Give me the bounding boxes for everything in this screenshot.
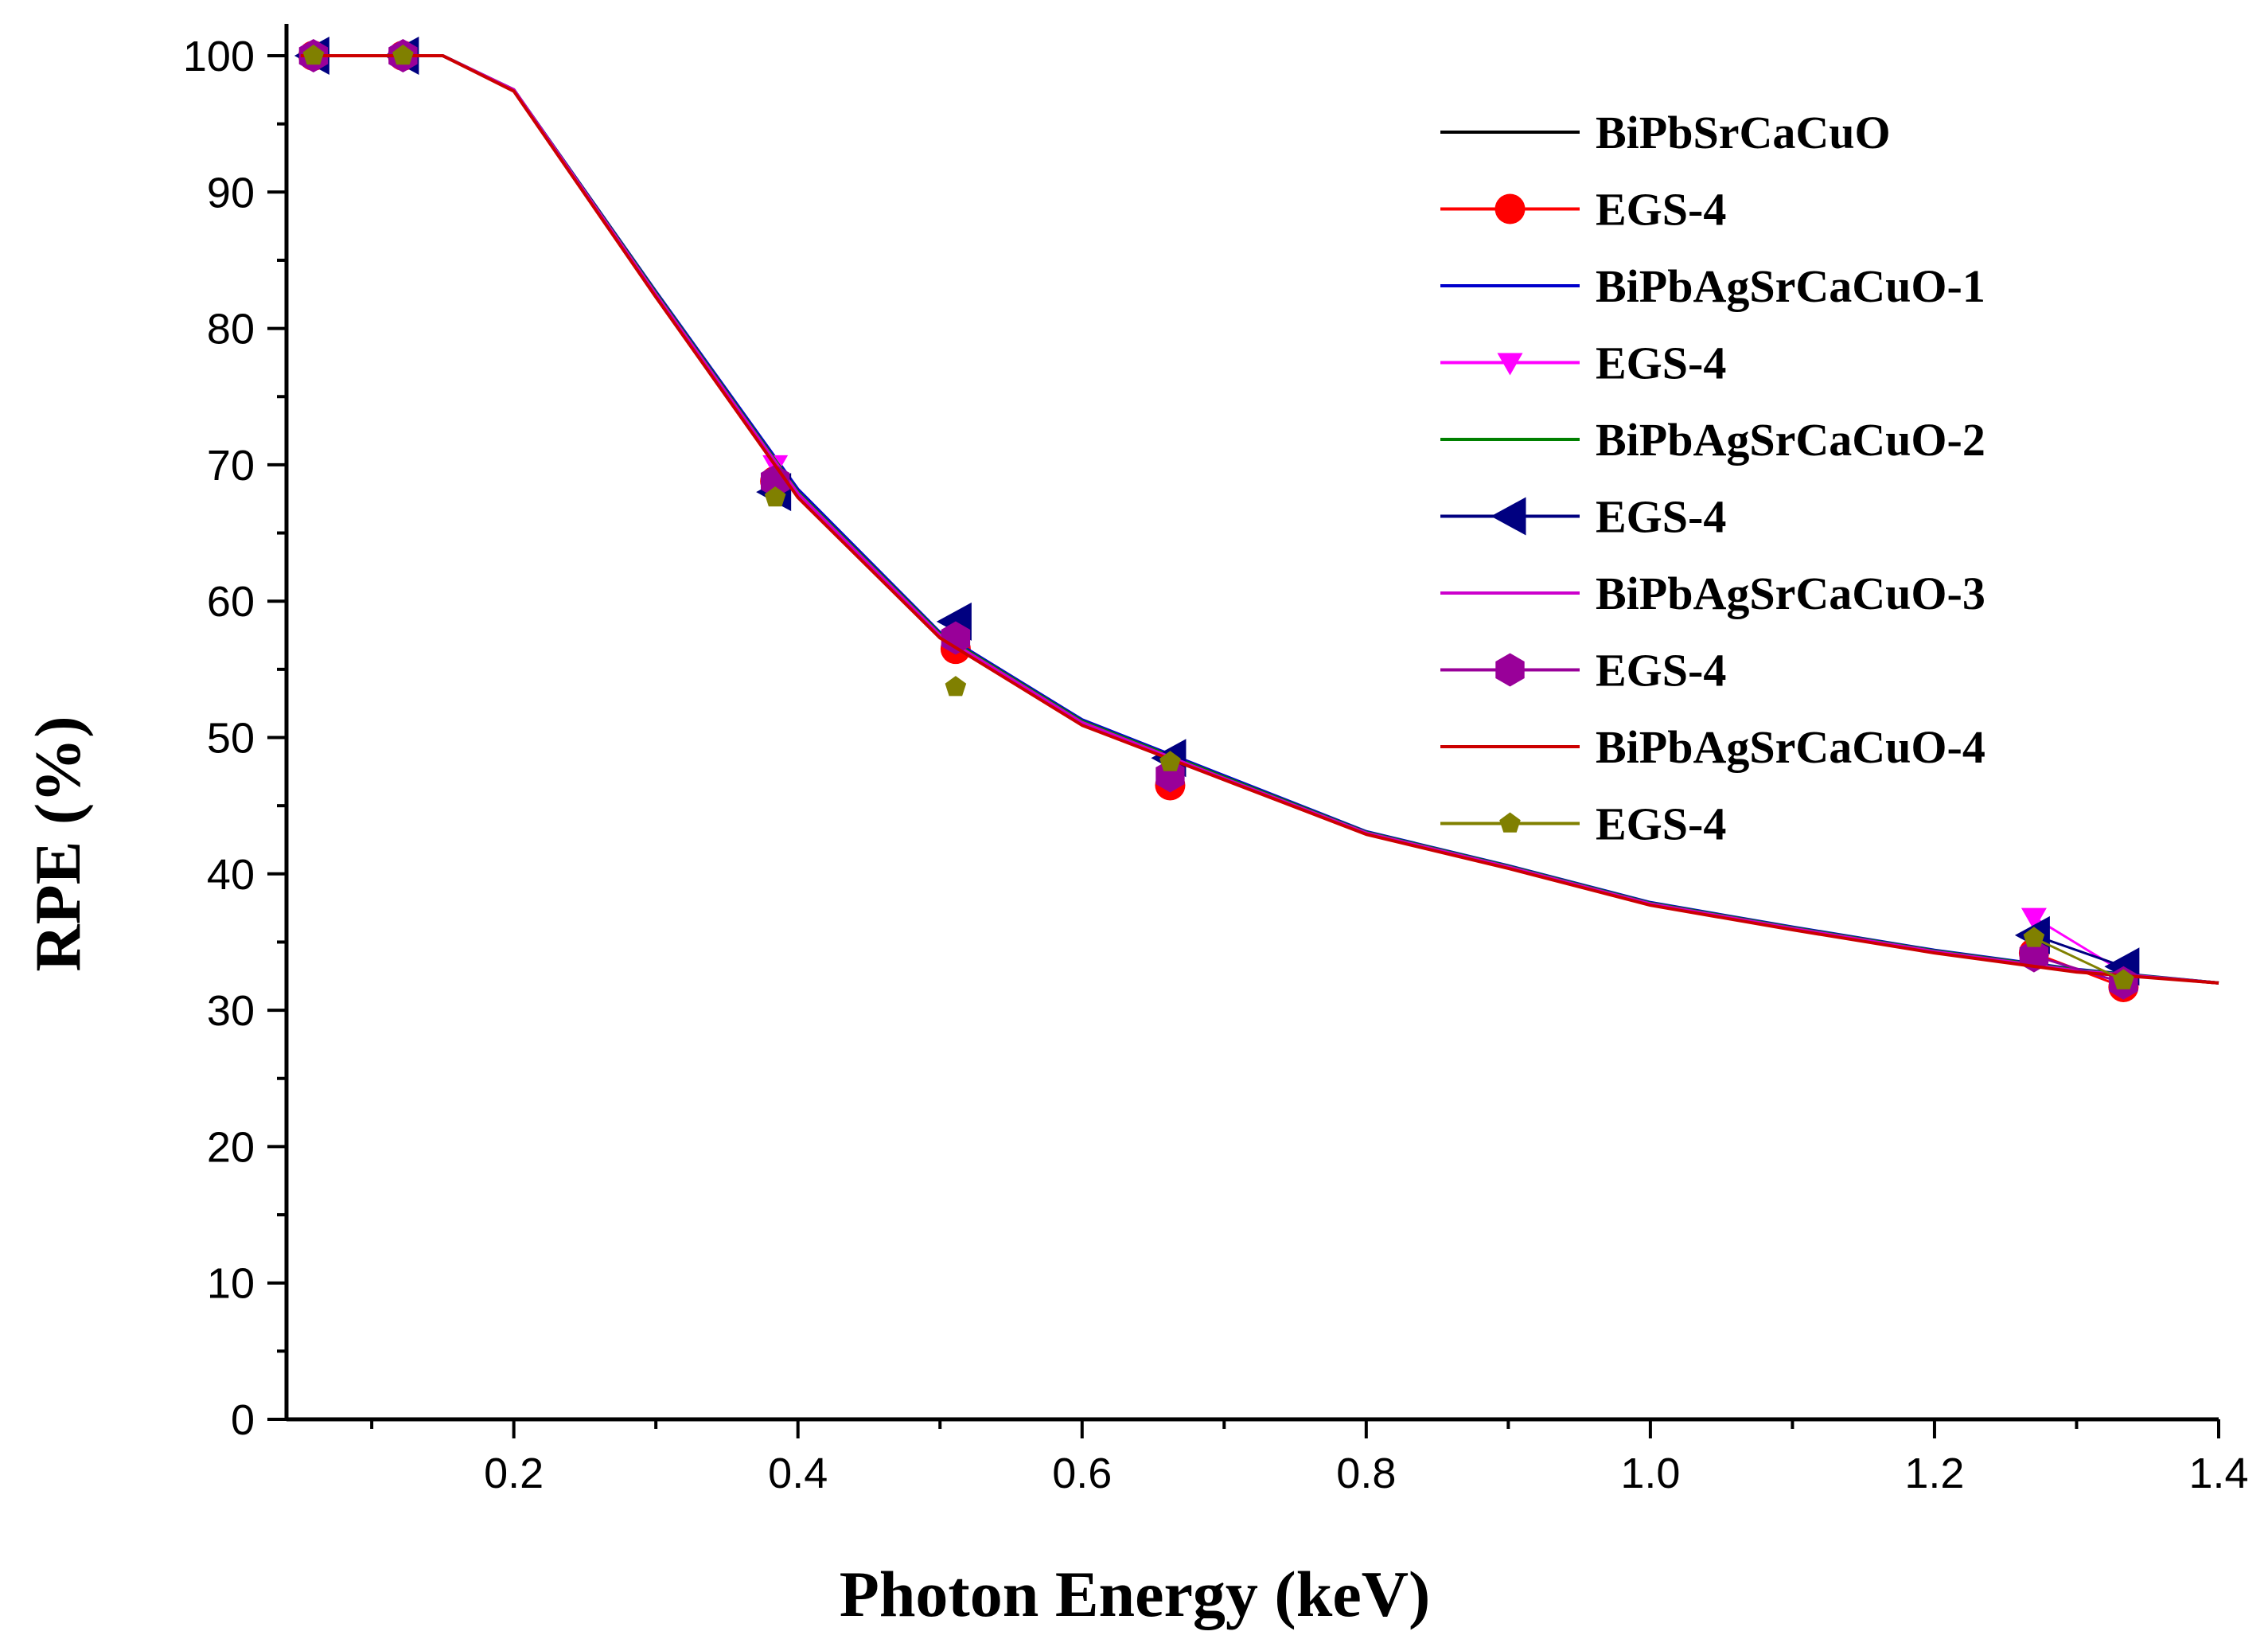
x-axis-title: Photon Energy (keV) (840, 1558, 1431, 1630)
legend-marker (1497, 353, 1523, 376)
data-point (392, 45, 414, 65)
legend-label: BiPbAgSrCaCuO-1 (1596, 260, 1985, 312)
y-tick-label: 70 (207, 442, 255, 490)
x-tick-label: 0.2 (484, 1450, 544, 1497)
series-4 (300, 46, 2137, 985)
legend-label: EGS-4 (1596, 645, 1726, 697)
legend-entry: EGS-4 (1440, 645, 1726, 697)
y-tick-label: 90 (207, 169, 255, 217)
legend-marker (1495, 653, 1525, 687)
legend-label: EGS-4 (1596, 491, 1726, 543)
legend-entry: BiPbAgSrCaCuO-3 (1440, 568, 1985, 619)
axes: 0 10 20 30 40 50 60 70 80 90 100 0.2 0.4 0.6 0.8 1.0 1.2… (183, 24, 2249, 1497)
series-10 (302, 45, 2134, 989)
series-2 (298, 41, 2139, 1002)
x-tick-label: 1.0 (1620, 1450, 1680, 1497)
x-tick-label: 1.2 (1904, 1450, 1964, 1497)
legend: BiPbSrCaCuO EGS-4 BiPbAgSrCaCuO-1 EGS-4 BiPb… (1440, 107, 1985, 850)
y-tick-label: 80 (207, 306, 255, 353)
legend-label: EGS-4 (1596, 184, 1726, 236)
y-tick-label: 20 (207, 1123, 255, 1171)
series-7 (300, 54, 2219, 985)
data-point (945, 676, 967, 697)
y-tick-label: 50 (207, 715, 255, 763)
data-point (764, 486, 786, 507)
series-8 (298, 39, 2138, 1000)
legend-entry: BiPbSrCaCuO (1440, 107, 1891, 158)
x-tick-label: 1.4 (2188, 1450, 2248, 1497)
y-tick-label: 100 (183, 33, 255, 80)
x-tick-label: 0.8 (1336, 1450, 1396, 1497)
legend-marker (1491, 497, 1526, 536)
legend-entry: EGS-4 (1440, 491, 1726, 543)
data-point (761, 464, 790, 498)
x-tick-label: 0.6 (1052, 1450, 1112, 1497)
plot-area (294, 37, 2219, 1002)
legend-marker (1499, 812, 1521, 833)
y-axis-title: RPE (%) (21, 716, 94, 971)
legend-label: BiPbAgSrCaCuO-4 (1596, 721, 1985, 773)
legend-entry: BiPbAgSrCaCuO-1 (1440, 260, 1985, 312)
data-point (302, 45, 325, 65)
y-tick-label: 30 (207, 987, 255, 1035)
legend-label: EGS-4 (1596, 798, 1726, 850)
legend-entry: EGS-4 (1440, 338, 1726, 389)
y-tick-label: 0 (231, 1396, 255, 1444)
data-point (2113, 969, 2134, 989)
data-point (941, 621, 971, 655)
series-connector (2033, 954, 2124, 985)
legend-entry: BiPbAgSrCaCuO-4 (1440, 721, 1985, 773)
series-9 (300, 54, 2219, 985)
data-point (2021, 907, 2047, 931)
data-point (1159, 751, 1181, 771)
legend-marker (1494, 193, 1526, 224)
series-6 (294, 37, 2140, 986)
legend-label: BiPbSrCaCuO (1596, 107, 1891, 158)
data-point (2023, 927, 2045, 947)
legend-label: BiPbAgSrCaCuO-2 (1596, 414, 1985, 466)
series-line (300, 54, 2219, 985)
legend-entry: EGS-4 (1440, 798, 1726, 850)
series-connector (2033, 936, 2125, 982)
y-tick-label: 60 (207, 578, 255, 626)
legend-entry: BiPbAgSrCaCuO-2 (1440, 414, 1985, 466)
legend-entry: EGS-4 (1440, 184, 1726, 236)
x-tick-label: 0.4 (768, 1450, 828, 1497)
series-line (300, 54, 2219, 985)
legend-label: EGS-4 (1596, 338, 1726, 389)
y-tick-label: 10 (207, 1260, 255, 1308)
y-tick-label: 40 (207, 851, 255, 899)
legend-label: BiPbAgSrCaCuO-3 (1596, 568, 1985, 619)
